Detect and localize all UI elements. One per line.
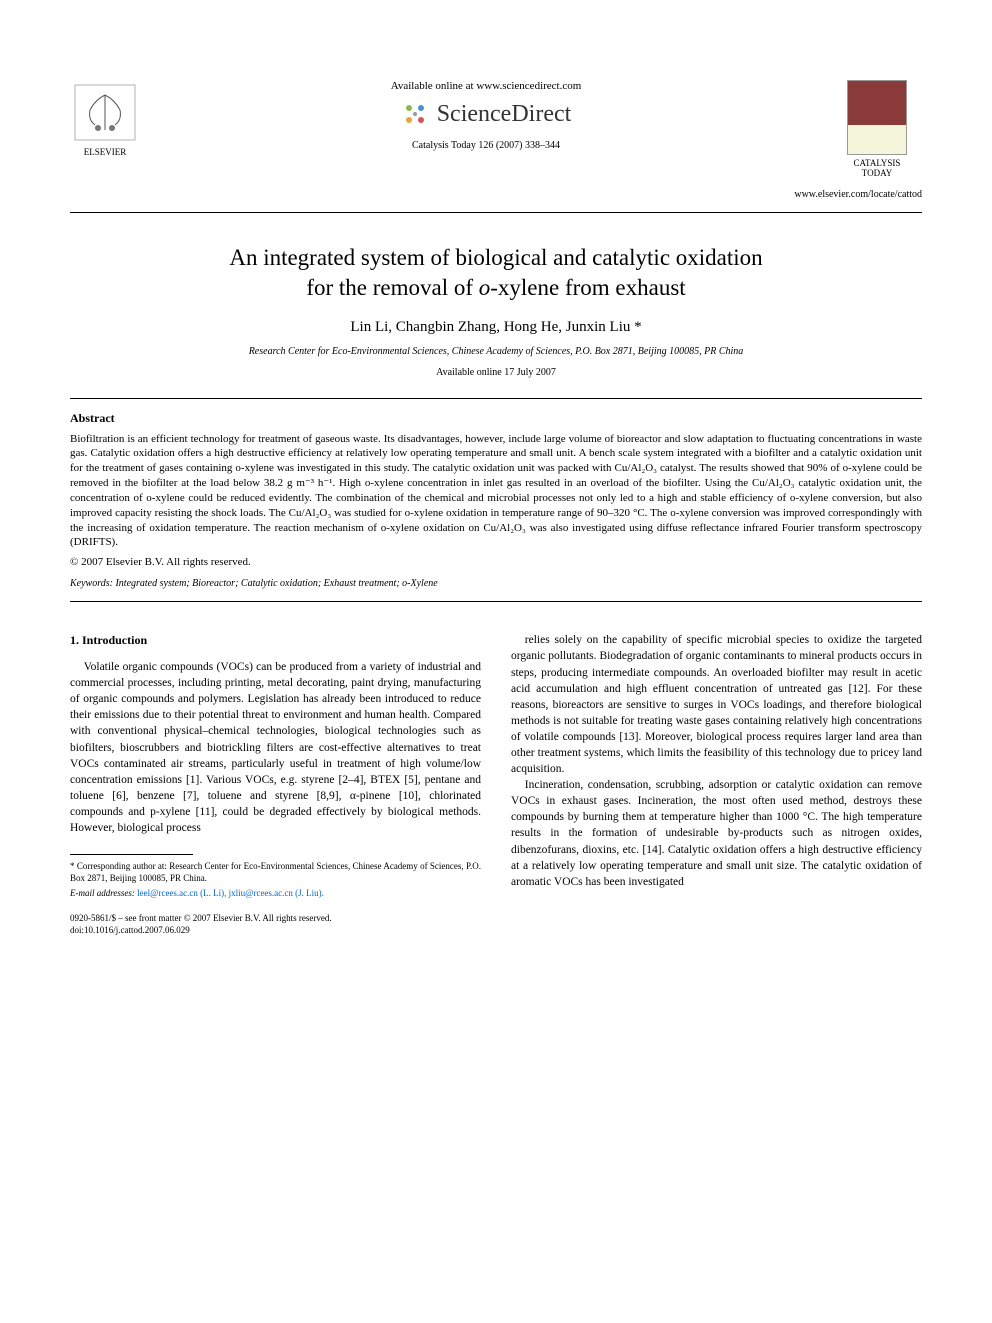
keywords-bottom-rule: [70, 601, 922, 602]
corresponding-author-footnote: * Corresponding author at: Research Cent…: [70, 861, 481, 884]
header-rule: [70, 212, 922, 213]
authors-list: Lin Li, Changbin Zhang, Hong He, Junxin …: [350, 319, 630, 335]
journal-url[interactable]: www.elsevier.com/locate/cattod: [70, 189, 922, 200]
title-line2-ital: o: [479, 275, 491, 300]
intro-paragraph-2: relies solely on the capability of speci…: [511, 632, 922, 777]
footer-left: 0920-5861/$ – see front matter © 2007 El…: [70, 913, 481, 936]
title-block: An integrated system of biological and c…: [70, 243, 922, 378]
abstract-heading: Abstract: [70, 411, 922, 426]
footnote-separator: [70, 854, 193, 855]
email-addresses[interactable]: leel@rcees.ac.cn (L. Li), jxliu@rcees.ac…: [135, 888, 324, 898]
corresponding-mark: *: [634, 319, 642, 335]
available-date: Available online 17 July 2007: [70, 367, 922, 378]
abstract-top-rule: [70, 398, 922, 399]
sciencedirect-brand: ScienceDirect: [160, 100, 812, 128]
title-line2a: for the removal of: [306, 275, 478, 300]
authors: Lin Li, Changbin Zhang, Hong He, Junxin …: [70, 319, 922, 336]
journal-citation: Catalysis Today 126 (2007) 338–344: [160, 140, 812, 151]
elsevier-text: ELSEVIER: [84, 147, 127, 157]
elsevier-tree-icon: ELSEVIER: [70, 80, 140, 160]
intro-paragraph-3: Incineration, condensation, scrubbing, a…: [511, 777, 922, 890]
issn-line: 0920-5861/$ – see front matter © 2007 El…: [70, 913, 481, 925]
section-1-heading: 1. Introduction: [70, 632, 481, 649]
keywords-list: Integrated system; Bioreactor; Catalytic…: [113, 578, 438, 589]
title-line2b: -xylene from exhaust: [490, 275, 685, 300]
sciencedirect-text: ScienceDirect: [437, 101, 572, 128]
elsevier-logo: ELSEVIER: [70, 80, 140, 160]
main-columns: 1. Introduction Volatile organic compoun…: [70, 632, 922, 936]
email-footnote: E-mail addresses: leel@rcees.ac.cn (L. L…: [70, 888, 481, 900]
right-column: relies solely on the capability of speci…: [511, 632, 922, 936]
journal-logo: CATALYSIS TODAY: [832, 80, 922, 179]
journal-logo-text-bottom: TODAY: [832, 169, 922, 179]
title-line1: An integrated system of biological and c…: [229, 245, 762, 270]
affiliation: Research Center for Eco-Environmental Sc…: [70, 346, 922, 357]
keywords-label: Keywords:: [70, 578, 113, 589]
abstract-body: Biofiltration is an efficient technology…: [70, 432, 922, 551]
center-header: Available online at www.sciencedirect.co…: [140, 80, 832, 151]
available-online-text: Available online at www.sciencedirect.co…: [160, 80, 812, 92]
header-row: ELSEVIER Available online at www.science…: [70, 80, 922, 179]
doi-line[interactable]: doi:10.1016/j.cattod.2007.06.029: [70, 925, 481, 937]
sciencedirect-icon: [401, 100, 429, 128]
left-column: 1. Introduction Volatile organic compoun…: [70, 632, 481, 936]
journal-cover-icon: [847, 80, 907, 155]
email-label: E-mail addresses:: [70, 888, 135, 898]
intro-paragraph-1: Volatile organic compounds (VOCs) can be…: [70, 659, 481, 836]
copyright: © 2007 Elsevier B.V. All rights reserved…: [70, 556, 922, 568]
keywords: Keywords: Integrated system; Bioreactor;…: [70, 578, 922, 589]
article-title: An integrated system of biological and c…: [70, 243, 922, 303]
